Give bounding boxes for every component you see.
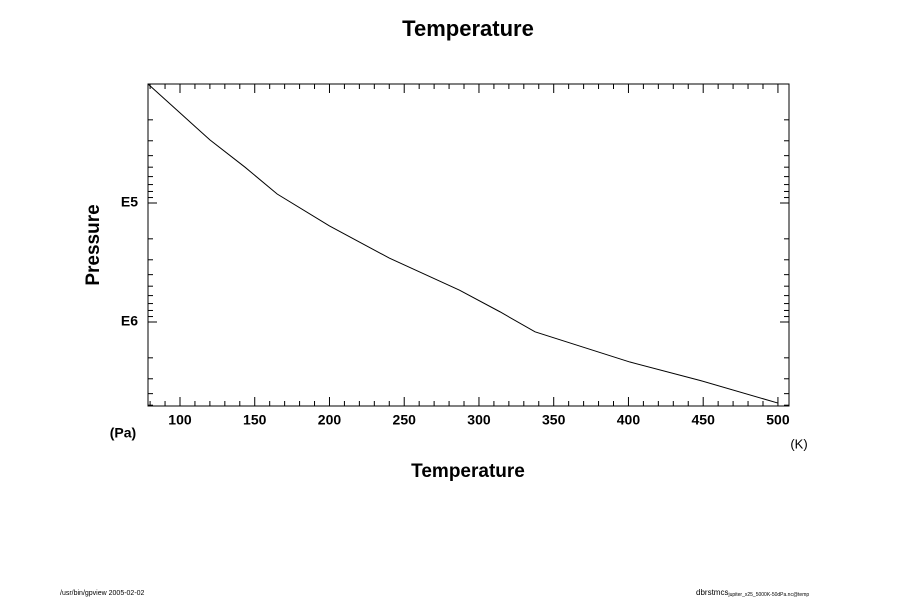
x-tick-label: 100 [168,412,192,428]
footer-left: /usr/bin/gpview 2005-02-02 [60,590,145,597]
y-unit: (Pa) [110,425,136,441]
x-tick-label: 150 [243,412,267,428]
y-tick-label: E5 [121,194,138,210]
x-tick-label: 300 [467,412,491,428]
x-tick-label: 200 [318,412,342,428]
x-unit: (K) [790,436,807,451]
x-tick-label: 450 [692,412,716,428]
footer-right-main: dbrstmcs [696,588,728,597]
x-tick-label: 500 [766,412,790,428]
x-tick-label: 350 [542,412,566,428]
footer-right-sub: jupiter_x25_5000K-50dPa.nc@temp [727,592,809,598]
y-axis-label: Pressure [83,204,104,285]
chart-title: Temperature [402,16,534,41]
x-axis-label: Temperature [411,461,525,482]
x-tick-label: 400 [617,412,641,428]
footer-right: dbrstmcsjupiter_x25_5000K-50dPa.nc@temp [696,588,809,598]
y-tick-label: E6 [121,313,138,329]
x-tick-label: 250 [393,412,417,428]
data-line [147,83,779,404]
plot-frame [147,83,790,407]
